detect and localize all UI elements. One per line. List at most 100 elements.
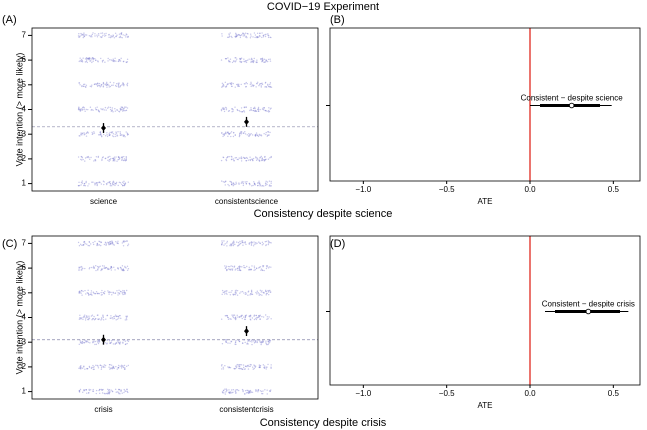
jitter-point xyxy=(120,389,122,391)
jitter-point xyxy=(81,109,83,111)
jitter-point xyxy=(119,60,122,62)
jitter-point xyxy=(91,294,93,296)
estimate-label: Consistent − despite science xyxy=(521,94,624,103)
jitter-point xyxy=(254,366,256,368)
jitter-point xyxy=(244,241,246,243)
jitter-point xyxy=(86,131,89,133)
jitter-point xyxy=(126,265,129,267)
jitter-point xyxy=(122,34,124,36)
jitter-point xyxy=(259,35,261,38)
jitter-point xyxy=(118,388,120,391)
jitter-point xyxy=(80,60,83,62)
jitter-point xyxy=(101,392,104,394)
jitter-point xyxy=(230,183,233,186)
x-axis-label: ATE xyxy=(478,197,493,206)
jitter-point xyxy=(254,133,257,136)
jitter-point xyxy=(109,291,111,293)
jitter-point xyxy=(256,61,258,64)
jitter-point xyxy=(221,391,224,393)
jitter-point xyxy=(244,61,246,63)
jitter-point xyxy=(249,389,252,392)
jitter-point xyxy=(115,135,117,138)
jitter-point xyxy=(256,134,258,137)
jitter-point xyxy=(230,181,233,184)
jitter-point xyxy=(234,183,236,186)
jitter-point xyxy=(221,82,224,85)
jitter-point xyxy=(256,36,258,39)
jitter-point xyxy=(251,158,253,160)
jitter-point xyxy=(107,106,110,108)
jitter-point xyxy=(125,109,127,112)
x-tick-label: −1.0 xyxy=(355,185,371,194)
jitter-point xyxy=(241,181,243,184)
jitter-point xyxy=(118,86,120,88)
jitter-point xyxy=(93,83,96,85)
jitter-point xyxy=(113,82,115,84)
jitter-point xyxy=(225,86,227,88)
jitter-point xyxy=(249,392,251,394)
jitter-point xyxy=(108,158,111,161)
plot-frame xyxy=(329,27,641,182)
jitter-point xyxy=(229,180,231,183)
jitter-point xyxy=(257,182,259,184)
jitter-point xyxy=(270,180,272,183)
jitter-point xyxy=(240,131,242,134)
jitter-point xyxy=(257,389,259,392)
jitter-point xyxy=(94,318,96,320)
jitter-point xyxy=(120,32,122,35)
jitter-point xyxy=(88,317,91,319)
jitter-point xyxy=(253,60,255,62)
jitter-point xyxy=(238,267,241,269)
jitter-point xyxy=(101,159,103,162)
jitter-point xyxy=(125,319,128,321)
jitter-point xyxy=(79,135,81,137)
jitter-point xyxy=(96,243,98,246)
jitter-point xyxy=(233,159,235,162)
jitter-point xyxy=(247,392,250,394)
jitter-point xyxy=(120,367,123,369)
jitter-point xyxy=(123,388,125,391)
jitter-point xyxy=(253,181,255,183)
jitter-point xyxy=(230,244,233,246)
jitter-point xyxy=(105,157,107,160)
jitter-point xyxy=(249,156,251,158)
jitter-point xyxy=(127,35,129,38)
jitter-point xyxy=(114,84,117,87)
jitter-point xyxy=(99,132,101,134)
jitter-point xyxy=(258,84,260,87)
y-axis-label: Vote intention (> more likely) xyxy=(14,53,24,167)
jitter-point xyxy=(221,132,223,134)
jitter-point xyxy=(232,294,235,296)
jitter-point xyxy=(260,269,262,271)
jitter-point xyxy=(232,182,234,184)
jitter-point xyxy=(243,106,246,109)
jitter-point xyxy=(236,35,238,38)
jitter-point xyxy=(94,182,96,184)
jitter-point xyxy=(120,267,122,269)
jitter-point xyxy=(226,269,228,271)
jitter-point xyxy=(248,243,251,245)
jitter-point xyxy=(109,85,112,88)
jitter-point xyxy=(235,291,237,293)
jitter-point xyxy=(88,241,90,243)
jitter-point xyxy=(248,182,251,185)
jitter-point xyxy=(269,291,272,293)
jitter-point xyxy=(84,314,86,316)
jitter-point xyxy=(231,36,233,39)
jitter-point xyxy=(255,86,257,88)
jitter-point xyxy=(238,57,241,60)
jitter-point xyxy=(246,134,248,136)
jitter-point xyxy=(246,82,248,85)
jitter-point xyxy=(228,391,230,393)
jitter-point xyxy=(220,109,223,112)
jitter-point xyxy=(106,342,108,344)
jitter-point xyxy=(262,58,264,61)
jitter-point xyxy=(269,241,271,244)
jitter-point xyxy=(225,159,228,162)
jitter-point xyxy=(268,134,270,136)
jitter-point xyxy=(85,181,87,184)
jitter-point xyxy=(245,293,248,295)
jitter-point xyxy=(98,389,101,391)
jitter-point xyxy=(104,106,107,109)
jitter-point xyxy=(102,108,104,110)
